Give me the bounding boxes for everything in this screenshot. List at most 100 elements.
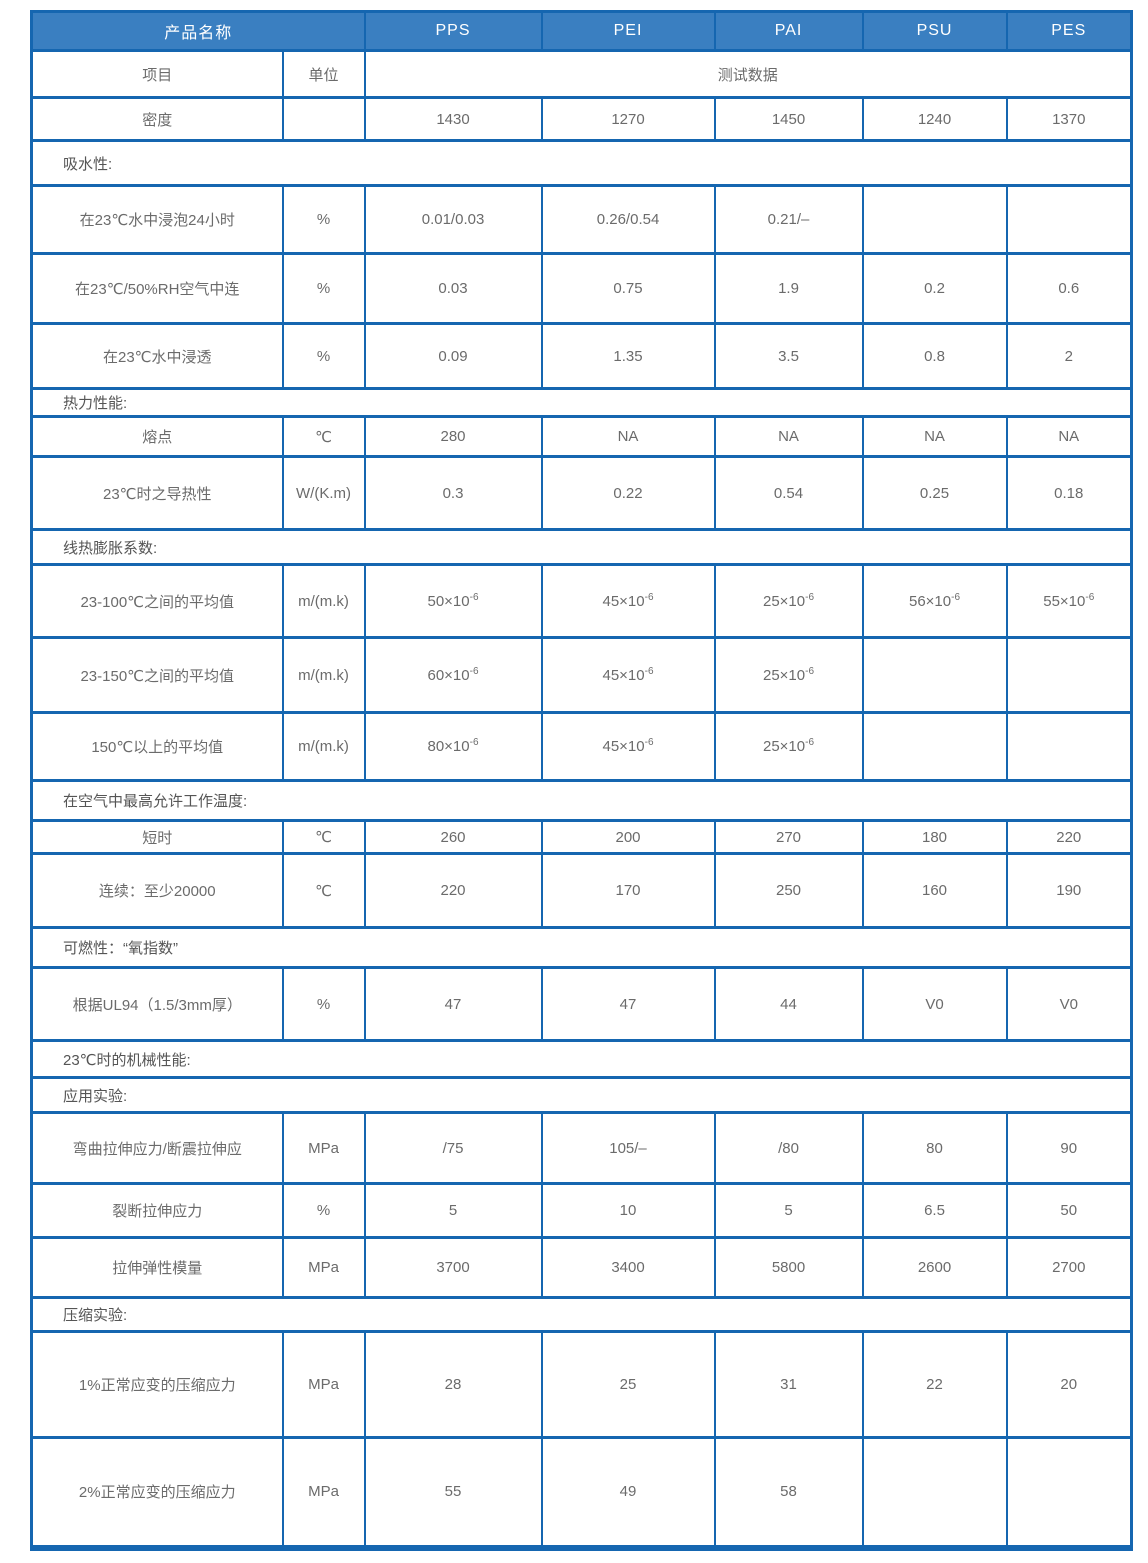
cell-value: 1.9 [713,252,864,325]
cell-value: 20 [1005,1330,1133,1439]
cell-value: 0.21/– [713,184,864,255]
cell-value: 25×10-6 [713,563,864,639]
cell-value [1005,184,1133,255]
row-unit: % [281,1182,366,1239]
cell-value: 45×10-6 [540,711,716,782]
section-row: 在空气中最高允许工作温度: [30,779,1133,822]
cell-value: 0.01/0.03 [363,184,543,255]
cell-value: 60×10-6 [363,636,543,714]
row-unit: m/(m.k) [281,636,366,714]
section-label: 应用实验: [30,1076,1133,1114]
header-col-pps: PPS [363,10,543,52]
header-product-name: 产品名称 [30,10,366,52]
cell-value: 10 [540,1182,716,1239]
cell-value: /80 [713,1111,864,1185]
cell-value: 180 [861,819,1008,855]
cell-value: 58 [713,1436,864,1549]
section-label: 可燃性：“氧指数” [30,926,1133,969]
section-label: 线热膨胀系数: [30,528,1133,566]
cell-value: 28 [363,1330,543,1439]
row-label: 在23℃/50%RH空气中连 [30,252,284,325]
cell-value: 0.6 [1005,252,1133,325]
cell-value: 200 [540,819,716,855]
section-row: 线热膨胀系数: [30,528,1133,566]
row-label: 2%正常应变的压缩应力 [30,1436,284,1549]
row-unit: MPa [281,1330,366,1439]
header-col-pes: PES [1005,10,1133,52]
cell-value: 280 [363,415,543,458]
table-row: 在23℃水中浸泡24小时% 0.01/0.03 0.26/0.54 0.21/– [30,184,1133,255]
cell-value: 1270 [540,96,716,142]
cell-value: 170 [540,852,716,929]
section-label: 吸水性: [30,139,1133,187]
cell-value: 90 [1005,1111,1133,1185]
cell-value: 55×10-6 [1005,563,1133,639]
cell-value: NA [713,415,864,458]
row-unit: m/(m.k) [281,711,366,782]
table-row: 23-100℃之间的平均值 m/(m.k) 50×10-6 45×10-6 25×10-… [30,563,1133,639]
cell-value: 1370 [1005,96,1133,142]
cell-value: 0.09 [363,322,543,390]
section-row: 热力性能: [30,387,1133,418]
section-label: 压缩实验: [30,1296,1133,1333]
row-label: 在23℃水中浸泡24小时 [30,184,284,255]
cell-value: 0.26/0.54 [540,184,716,255]
cell-value: 220 [363,852,543,929]
subheader-row: 项目 单位 测试数据 [30,49,1133,99]
cell-value: /75 [363,1111,543,1185]
cell-value: 105/– [540,1111,716,1185]
cell-value: 49 [540,1436,716,1549]
section-label: 23℃时的机械性能: [30,1039,1133,1079]
cell-value: 220 [1005,819,1133,855]
cell-value: 45×10-6 [540,563,716,639]
row-unit: % [281,184,366,255]
row-unit: MPa [281,1111,366,1185]
cell-value: 25 [540,1330,716,1439]
section-row: 应用实验: [30,1076,1133,1114]
cell-value: 5800 [713,1236,864,1299]
row-label: 23℃时之导热性 [30,455,284,531]
table-row: 1%正常应变的压缩应力 MPa 28 25 31 22 20 [30,1330,1133,1439]
cell-value: 260 [363,819,543,855]
cell-value: 47 [540,966,716,1042]
table-row: 短时 ℃ 260 200 270 180 220 [30,819,1133,855]
cell-value: 3.5 [713,322,864,390]
cell-value [861,636,1008,714]
row-label: 23-150℃之间的平均值 [30,636,284,714]
cell-value: 0.22 [540,455,716,531]
section-label: 热力性能: [30,387,1133,418]
row-label: 连续：至少20000 [30,852,284,929]
cell-value: 80×10-6 [363,711,543,782]
cell-value: 25×10-6 [713,636,864,714]
table-row: 熔点 ℃ 280 NA NA NA NA [30,415,1133,458]
row-label: 密度 [30,96,284,142]
cell-value [1005,711,1133,782]
cell-value: 1.35 [540,322,716,390]
cell-value: 190 [1005,852,1133,929]
row-label: 150℃以上的平均值 [30,711,284,782]
cell-value: 56×10-6 [861,563,1008,639]
section-row: 吸水性: [30,139,1133,187]
cell-value: 50 [1005,1182,1133,1239]
cell-value: 0.54 [713,455,864,531]
row-label: 1%正常应变的压缩应力 [30,1330,284,1439]
cell-value [861,1436,1008,1549]
cell-value: 3400 [540,1236,716,1299]
table-row: 在23℃/50%RH空气中连% 0.03 0.75 1.9 0.2 0.6 [30,252,1133,325]
cell-value: 80 [861,1111,1008,1185]
cell-value: 0.18 [1005,455,1133,531]
section-row: 可燃性：“氧指数” [30,926,1133,969]
row-label: 裂断拉伸应力 [30,1182,284,1239]
cell-value: V0 [1005,966,1133,1042]
row-label: 拉伸弹性模量 [30,1236,284,1299]
cell-value: 31 [713,1330,864,1439]
cell-value [1005,1436,1133,1549]
table-row: 弯曲拉伸应力/断震拉伸应 MPa/75 105/–/80 80 90 [30,1111,1133,1185]
row-unit: ℃ [281,415,366,458]
cell-value: 270 [713,819,864,855]
cell-value [861,184,1008,255]
cell-value: 25×10-6 [713,711,864,782]
cell-value: NA [1005,415,1133,458]
cell-value: 47 [363,966,543,1042]
row-label: 弯曲拉伸应力/断震拉伸应 [30,1111,284,1185]
